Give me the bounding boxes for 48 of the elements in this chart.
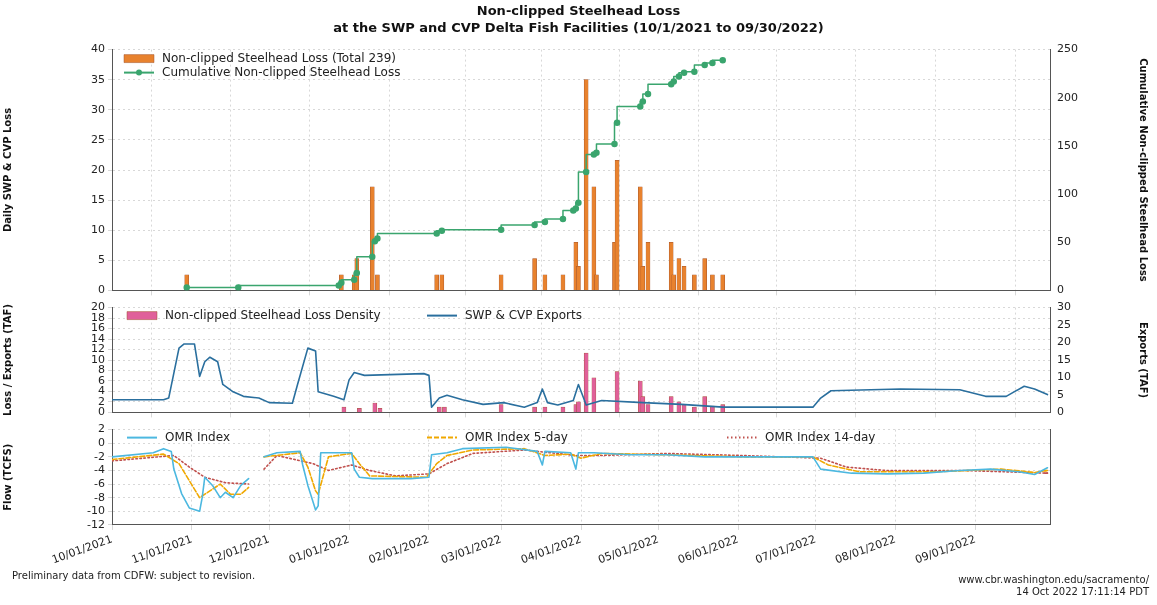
y-axis-title: Loss / Exports (TAF): [1, 304, 13, 416]
y2-tick-label: 250: [1057, 42, 1078, 56]
legend-label: Non-clipped Steelhead Loss Density: [165, 307, 381, 322]
y2-tick-label: 100: [1057, 186, 1078, 200]
y2-axis-title: Exports (TAF): [1138, 321, 1150, 399]
y-tick-label: 35: [91, 72, 105, 86]
text: 14 Oct 2022 17:11:14 PDT: [1016, 586, 1149, 597]
y2-tick-label: 10: [1057, 370, 1071, 384]
y-tick-label: -12: [87, 517, 105, 531]
y2-tick-label: 0: [1057, 405, 1064, 419]
y-tick-label: -10: [87, 504, 105, 518]
legend-label: OMR Index 14-day: [765, 429, 876, 444]
y2-axis-title: Cumulative Non-clipped Steelhead Loss: [1138, 58, 1150, 282]
legend-label: OMR Index 5-day: [465, 429, 568, 444]
y-tick-label: -8: [94, 490, 105, 504]
text: www.cbr.washington.edu/sacramento/: [958, 574, 1149, 585]
y-tick-label: 5: [98, 253, 105, 267]
y2-tick-label: 25: [1057, 317, 1071, 331]
legend-label: Cumulative Non-clipped Steelhead Loss: [162, 64, 401, 79]
chart-title: Non-clipped Steelhead Loss: [475, 3, 682, 18]
chart-subtitle: at the SWP and CVP Delta Fish Facilities (10/1/2021 to 09/30/2022): [332, 20, 825, 35]
y-tick-label: 25: [91, 132, 105, 146]
y2-tick-label: 0: [1057, 283, 1064, 297]
y2-tick-label: 30: [1057, 300, 1071, 314]
y-tick-label: 30: [91, 102, 105, 116]
y2-tick-label: 50: [1057, 235, 1071, 249]
legend-label: OMR Index: [165, 429, 230, 444]
y-tick-label: 40: [91, 42, 105, 56]
y-tick-label: -6: [94, 476, 105, 490]
y2-tick-label: 15: [1057, 352, 1071, 366]
y2-tick-label: 150: [1057, 138, 1078, 152]
y-tick-label: -2: [94, 449, 105, 463]
y-axis-title: Daily SWP & CVP Loss: [1, 107, 13, 233]
y-tick-label: 0: [98, 436, 105, 450]
y-tick-label: -4: [94, 463, 105, 477]
y-tick-label: 20: [91, 162, 105, 176]
legend-label: Non-clipped Steelhead Loss (Total 239): [162, 50, 397, 65]
y2-tick-label: 20: [1057, 335, 1071, 349]
y-axis-title: Flow (TCFS): [1, 443, 13, 511]
text: Preliminary data from CDFW: subject to revision.: [12, 570, 256, 581]
y-tick-label: 0: [98, 283, 105, 297]
y2-tick-label: 5: [1057, 387, 1064, 401]
y-tick-label: 2: [98, 422, 105, 436]
legend-label: SWP & CVP Exports: [465, 307, 582, 322]
y-tick-label: 10: [91, 223, 105, 237]
y-tick-label: 0: [98, 405, 105, 419]
y2-tick-label: 200: [1057, 90, 1078, 104]
y-tick-label: 15: [91, 192, 105, 206]
